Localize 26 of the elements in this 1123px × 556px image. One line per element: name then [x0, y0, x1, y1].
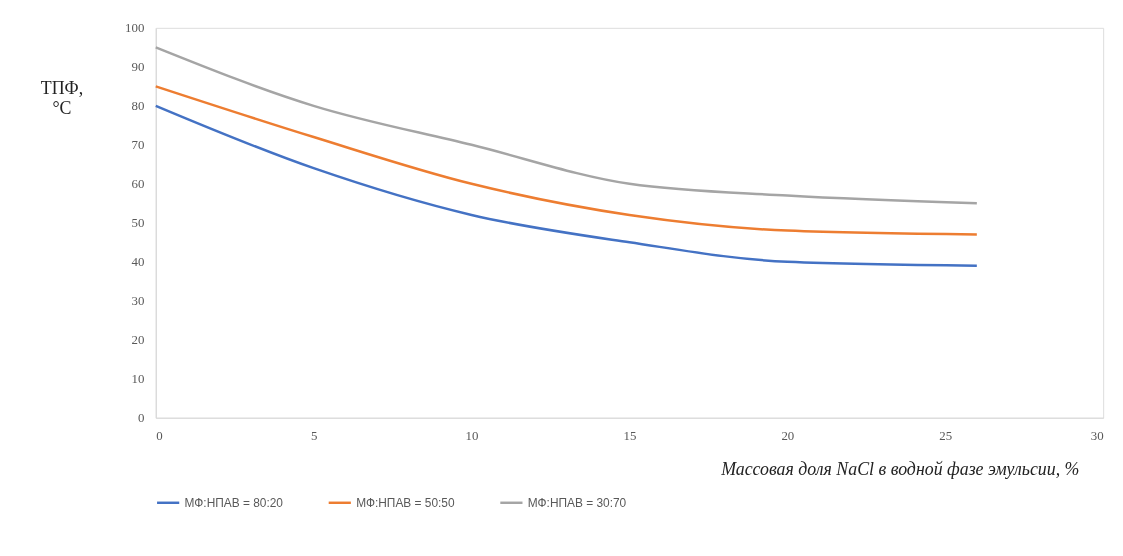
legend-label: МФ:НПАВ = 50:50: [356, 495, 455, 510]
y-tick-label: 70: [131, 138, 145, 153]
line-series: [154, 46, 979, 205]
y-tick-label: 10: [131, 372, 145, 387]
y-axis-title: ТПФ, °C: [40, 77, 84, 118]
y-tick-label: 20: [131, 333, 145, 348]
x-tick-label: 10: [465, 429, 479, 444]
x-tick-label: 0: [156, 429, 163, 444]
x-tick-label: 15: [623, 429, 637, 444]
y-tick-label: 90: [131, 60, 145, 75]
line-series: [154, 85, 979, 236]
x-tick-label: 25: [939, 429, 953, 444]
line-series: [154, 104, 979, 267]
legend-label: МФ:НПАВ = 80:20: [184, 495, 284, 510]
legend-label: МФ:НПАВ = 30:70: [527, 495, 627, 510]
y-tick-label: 0: [137, 411, 145, 426]
x-tick-label: 5: [310, 429, 318, 444]
y-tick-label: 80: [131, 99, 145, 114]
y-tick-label: 30: [131, 294, 145, 309]
x-tick-label: 20: [781, 429, 795, 444]
y-tick-label: 100: [125, 21, 145, 36]
x-axis-title: Массовая доля NaCl в водной фазе эмульсии, %: [720, 458, 1080, 479]
y-tick-label: 50: [131, 216, 145, 231]
y-tick-label: 60: [131, 177, 145, 192]
x-tick-label: 30: [1090, 429, 1104, 444]
y-tick-label: 40: [131, 255, 145, 270]
